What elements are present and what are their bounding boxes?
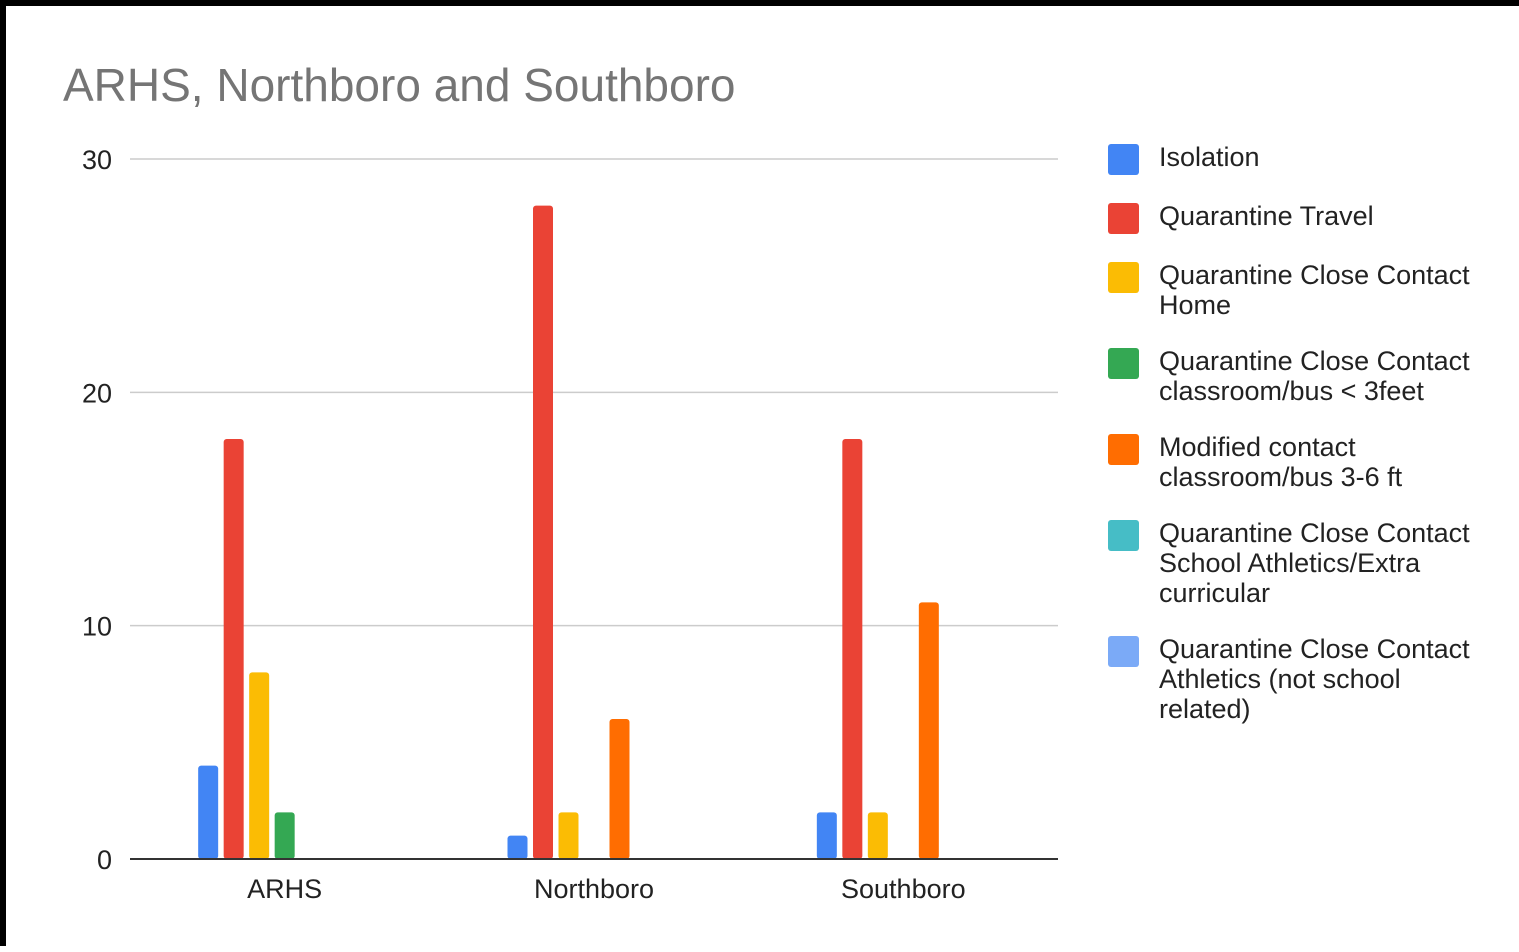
- legend-item: Quarantine Close Contact classroom/bus <…: [1108, 346, 1518, 406]
- y-tick-label: 10: [82, 612, 112, 642]
- bar-southboro-4: [918, 602, 939, 859]
- legend-swatch: [1108, 520, 1139, 551]
- legend-label: Quarantine Close Contact Home: [1159, 260, 1470, 320]
- bar-northboro-1: [533, 205, 553, 859]
- legend-item: Isolation: [1108, 142, 1518, 175]
- bar-northboro-2: [558, 812, 579, 859]
- legend-swatch: [1108, 348, 1139, 379]
- bar-northboro-4: [609, 719, 630, 859]
- x-tick-label: Southboro: [841, 874, 966, 904]
- y-tick-label: 30: [82, 145, 112, 175]
- legend-label: Quarantine Travel: [1159, 201, 1374, 231]
- x-tick-label: ARHS: [247, 874, 322, 904]
- y-tick-label: 0: [97, 845, 112, 875]
- legend-swatch: [1108, 262, 1139, 293]
- plot-area: 0 10 20 30 ARHS Northboro Southboro: [82, 145, 1058, 904]
- x-tick-label: Northboro: [534, 874, 654, 904]
- legend-label: Quarantine Close Contact Athletics (not …: [1159, 634, 1470, 724]
- legend-label: Isolation: [1159, 142, 1260, 172]
- legend: Isolation Quarantine Travel Quarantine Clo…: [1108, 142, 1518, 750]
- bar-southboro-1: [842, 439, 863, 859]
- legend-swatch: [1108, 636, 1139, 667]
- chart-title: ARHS, Northboro and Southboro: [63, 59, 736, 111]
- legend-item: Quarantine Travel: [1108, 201, 1518, 234]
- legend-item: Quarantine Close Contact School Athletic…: [1108, 518, 1518, 608]
- legend-label: Modified contact classroom/bus 3-6 ft: [1159, 432, 1403, 492]
- bar-southboro-0: [816, 812, 837, 859]
- bar-northboro-0: [507, 835, 528, 859]
- legend-label: Quarantine Close Contact School Athletic…: [1159, 518, 1470, 608]
- legend-label: Quarantine Close Contact classroom/bus <…: [1159, 346, 1470, 406]
- legend-item: Modified contact classroom/bus 3-6 ft: [1108, 432, 1518, 492]
- y-tick-label: 20: [82, 378, 112, 408]
- legend-item: Quarantine Close Contact Home: [1108, 260, 1518, 320]
- bar-arhs-2: [249, 672, 270, 859]
- bar-arhs-1: [223, 439, 244, 859]
- bar-southboro-2: [867, 812, 888, 859]
- legend-item: Quarantine Close Contact Athletics (not …: [1108, 634, 1518, 724]
- legend-swatch: [1108, 434, 1139, 465]
- legend-swatch: [1108, 203, 1139, 234]
- legend-swatch: [1108, 144, 1139, 175]
- bar-arhs-0: [198, 765, 219, 859]
- bar-arhs-3: [274, 812, 295, 859]
